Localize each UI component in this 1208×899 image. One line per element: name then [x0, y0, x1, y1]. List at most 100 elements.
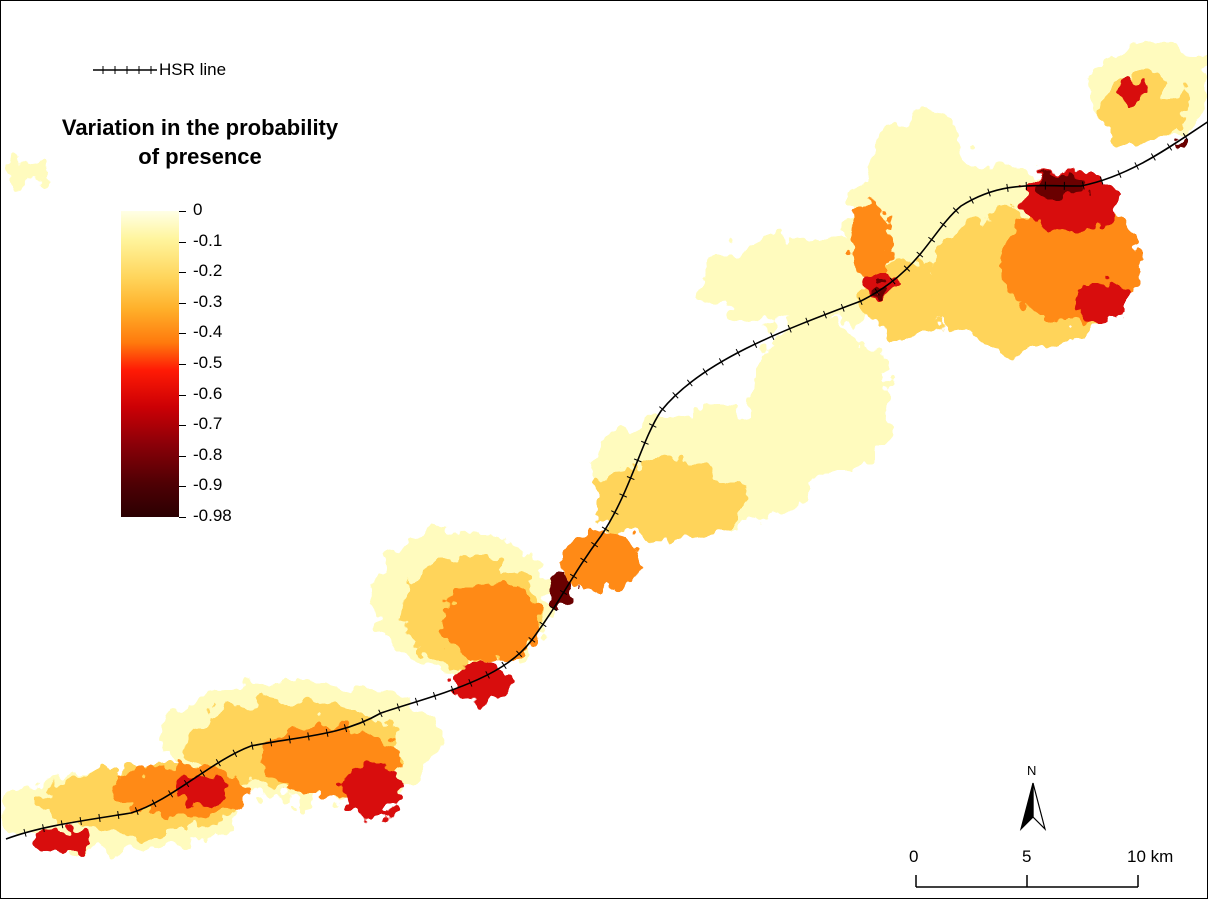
scale-label-5: 5: [1022, 847, 1032, 866]
scale-label-10: 10 km: [1127, 847, 1174, 866]
hsr-tick: [1150, 153, 1156, 161]
hsr-tick: [640, 440, 649, 445]
hsr-tick: [1006, 183, 1009, 192]
legend-title-line2: of presence: [138, 144, 262, 169]
legend-tick-label: -0.3: [193, 291, 223, 311]
hsr-tick: [903, 265, 911, 272]
hsr-tick: [549, 605, 558, 612]
hsr-tick: [601, 526, 610, 532]
legend-tick-label: -0.6: [193, 383, 223, 403]
north-label: N: [1027, 763, 1037, 778]
hsr-tick: [1117, 170, 1122, 178]
probability-zones: [1, 41, 1207, 853]
legend-colorbar: [121, 211, 179, 517]
hsr-tick: [516, 650, 523, 658]
hsr-tick: [1081, 181, 1085, 190]
hsr-tick: [168, 790, 174, 798]
hsr-tick: [151, 799, 157, 808]
legend-tick-mark: [179, 517, 186, 518]
hsr-tick: [626, 476, 635, 481]
legend-title: Variation in the probability of presence: [21, 113, 379, 171]
legend-tick-label: 0: [193, 200, 203, 219]
north-arrow-icon: [1019, 782, 1047, 831]
hsr-tick: [569, 573, 578, 579]
hsr-line-symbol: [93, 66, 157, 74]
hsr-tick: [60, 820, 64, 829]
hsr-tick: [718, 358, 724, 366]
hsr-tick: [858, 297, 863, 306]
legend-tick-mark: [179, 364, 186, 365]
legend-title-line1: Variation in the probability: [61, 115, 339, 140]
hsr-line-ticks: [23, 133, 1189, 837]
hsr-tick: [1182, 133, 1189, 141]
hsr-tick: [969, 196, 974, 204]
hsr-tick: [288, 735, 291, 744]
hsr-tick: [952, 207, 960, 214]
hsr-tick: [823, 310, 827, 319]
hsr-tick: [1134, 162, 1139, 170]
hsr-tick: [215, 759, 221, 767]
hsr-tick: [134, 807, 139, 815]
hsr-tick: [23, 828, 27, 837]
hsr-tick: [232, 749, 238, 758]
legend-tick-mark: [179, 425, 186, 427]
hsr-tick: [752, 340, 758, 348]
hsr-tick: [378, 709, 383, 718]
legend-tick-mark: [179, 333, 186, 335]
hsr-tick: [559, 589, 568, 595]
hsr-tick: [414, 697, 419, 706]
hsr-tick: [1167, 143, 1173, 151]
legend-tick-label: -0.98: [193, 506, 232, 525]
legend-tick-label: -0.8: [193, 444, 223, 464]
hsr-tick: [580, 557, 588, 563]
hsr-tick: [672, 392, 679, 399]
legend-tick-mark: [179, 241, 186, 243]
legend-tick-mark: [179, 211, 186, 212]
hsr-tick: [659, 406, 666, 413]
legend-tick-label: -0.7: [193, 414, 223, 434]
hsr-tick: [611, 510, 619, 515]
hsr-tick: [702, 368, 708, 376]
hsr-tick: [805, 317, 810, 326]
legend-tick-mark: [179, 302, 186, 304]
scale-label-0: 0: [909, 847, 919, 866]
hsr-tick: [787, 324, 792, 333]
hsr-tick: [539, 621, 547, 628]
hsr-tick: [987, 188, 991, 197]
hsr-tick: [117, 810, 120, 820]
hsr-tick: [485, 671, 490, 679]
legend-tick-mark: [179, 455, 186, 457]
north-arrow: N: [1015, 763, 1055, 833]
legend-tick-label: -0.4: [193, 322, 223, 342]
hsr-tick: [396, 703, 401, 712]
legend-tick-mark: [179, 272, 186, 274]
hsr-tick: [591, 541, 599, 548]
hsr-tick: [874, 288, 880, 296]
legend-tick-label: -0.2: [193, 261, 223, 281]
hsr-tick: [889, 277, 896, 285]
hsr-line: [5, 121, 1207, 840]
hsr-tick: [250, 741, 254, 750]
hsr-tick: [361, 717, 366, 726]
hsr-tick: [199, 769, 206, 777]
hsr-tick: [928, 236, 936, 243]
legend-tick-mark: [179, 394, 186, 396]
legend-line-label: HSR line: [159, 60, 227, 79]
hsr-tick: [939, 221, 947, 228]
hsr-tick: [343, 724, 348, 733]
hsr-tick: [450, 685, 455, 694]
legend-tick-mark: [179, 486, 186, 488]
hsr-tick: [916, 251, 924, 258]
hsr-tick: [501, 661, 507, 669]
hsr-tick: [183, 779, 190, 788]
hsr-tick: [686, 379, 693, 387]
hsr-tick: [269, 738, 273, 747]
scale-bar: [915, 875, 1139, 888]
hsr-tick: [307, 732, 310, 741]
hsr-tick: [432, 691, 437, 700]
hsr-tick: [633, 458, 642, 463]
hsr-tick: [619, 493, 627, 498]
hsr-tick: [1099, 176, 1104, 185]
